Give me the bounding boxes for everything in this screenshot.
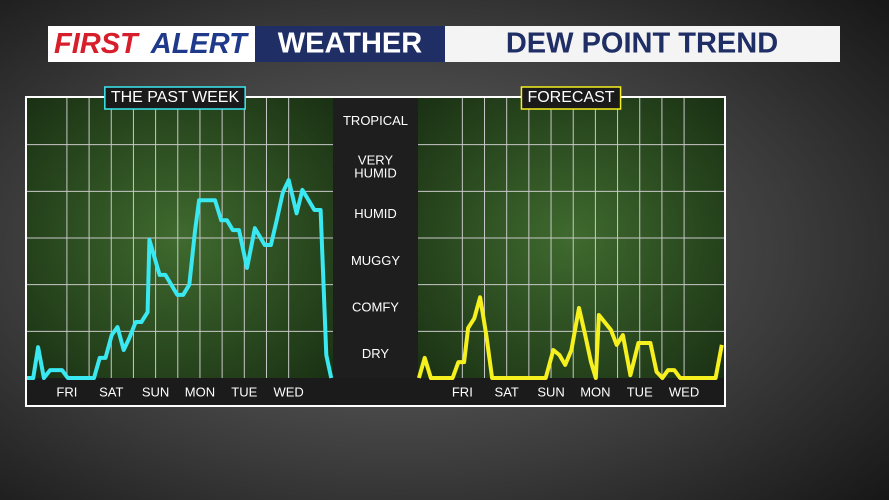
- x-tick-label: MON: [580, 384, 610, 399]
- section-box: [255, 26, 445, 62]
- y-tick-label: VERY HUMID: [354, 153, 397, 181]
- x-tick-label: FRI: [452, 384, 473, 399]
- brand-alert: ALERT: [150, 28, 249, 60]
- panel-title: THE PAST WEEK: [111, 89, 240, 106]
- panel-title: FORECAST: [527, 89, 614, 106]
- y-tick-label: TROPICAL: [343, 113, 408, 128]
- x-tick-label: WED: [669, 384, 699, 399]
- x-tick-label: FRI: [56, 384, 77, 399]
- brand-box: [48, 26, 255, 62]
- x-tick-label: SAT: [99, 384, 123, 399]
- y-tick-label: MUGGY: [351, 253, 400, 268]
- panel-title-box: [104, 86, 246, 110]
- x-tick-label: TUE: [627, 384, 653, 399]
- brand-first: FIRST: [54, 28, 140, 60]
- band-column: [333, 98, 418, 378]
- section: WEATHER: [278, 28, 423, 60]
- brand: FIRST ALERT: [54, 28, 249, 60]
- x-tick-label: SUN: [537, 384, 564, 399]
- title: DEW POINT TREND: [506, 28, 778, 60]
- y-tick-label: HUMID: [354, 206, 397, 221]
- title-box: [445, 26, 840, 62]
- x-tick-label: WED: [273, 384, 303, 399]
- x-tick-label: SUN: [142, 384, 169, 399]
- x-tick-label: TUE: [231, 384, 257, 399]
- series-line: [27, 178, 334, 380]
- x-tick-label: MON: [185, 384, 215, 399]
- y-tick-label: COMFY: [352, 299, 399, 314]
- x-tick-label: SAT: [495, 384, 519, 399]
- series-line: [416, 295, 724, 380]
- y-tick-label: DRY: [362, 346, 390, 361]
- panel-title-box: [520, 86, 622, 110]
